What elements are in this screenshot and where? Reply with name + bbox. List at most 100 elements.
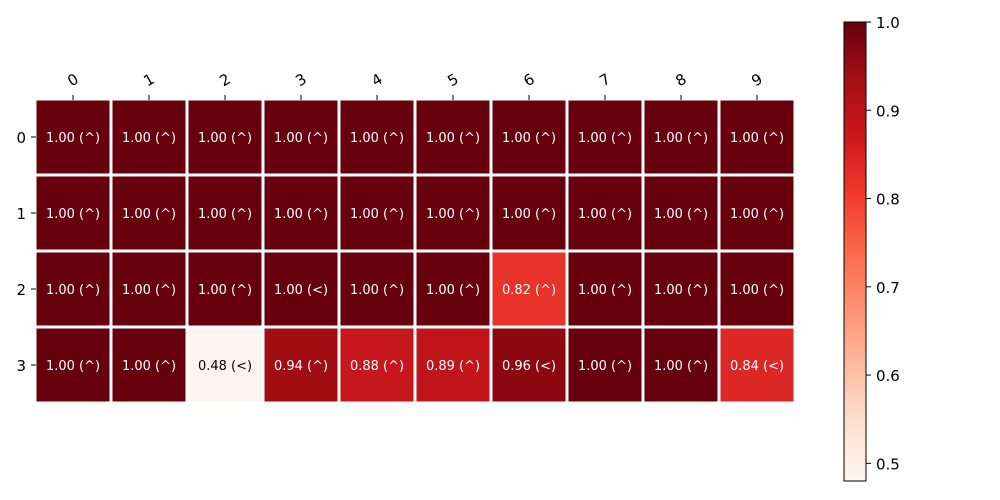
cell-label: 1.00 (^) [198,131,252,146]
heatmap-cell [644,100,718,174]
heatmap-cell [264,252,338,326]
x-tick-label: 5 [444,70,461,90]
cell-label: 1.00 (^) [502,131,556,146]
colorbar-tick-label: 1.0 [876,14,900,32]
cell-label: 0.96 (<) [502,359,556,374]
heatmap-cell [264,100,338,174]
cell-label: 1.00 (^) [426,207,480,222]
cell-label: 1.00 (^) [350,131,404,146]
heatmap-cell [112,100,186,174]
heatmap-cell [112,328,186,402]
cell-label: 0.82 (^) [502,283,556,298]
heatmap-cell [112,176,186,250]
cell-label: 1.00 (^) [198,283,252,298]
cell-label: 1.00 (^) [198,207,252,222]
heatmap-cell [416,252,490,326]
cell-label: 1.00 (^) [46,359,100,374]
heatmap-cell [416,328,490,402]
colorbar-tick-label: 0.8 [876,191,900,209]
y-axis: 0 1 2 3 [16,129,36,375]
colorbar: 0.5 0.6 0.7 0.8 0.9 1.0 [843,14,900,482]
heatmap-cell [36,328,110,402]
y-tick-label: 1 [16,205,26,223]
heatmap-cell [492,100,566,174]
heatmap-cell [340,100,414,174]
heatmap-cell [264,176,338,250]
cell-label: 1.00 (^) [426,283,480,298]
cell-label: 1.00 (^) [350,283,404,298]
y-tick-label: 2 [16,281,26,299]
colorbar-gradient [843,21,867,482]
x-tick-label: 3 [292,70,309,90]
cell-label: 1.00 (^) [350,207,404,222]
cell-label: 1.00 (^) [654,207,708,222]
colorbar-tick-label: 0.9 [876,102,900,120]
heatmap-cell [644,252,718,326]
cell-label: 1.00 (^) [46,131,100,146]
heatmap-cell [340,176,414,250]
cell-label: 1.00 (^) [654,283,708,298]
heatmap-cell [568,328,642,402]
cell-label: 1.00 (^) [654,131,708,146]
heatmap-cell [112,252,186,326]
x-tick-label: 7 [596,70,613,90]
x-axis: 0 1 2 3 4 5 6 7 8 9 [64,70,766,100]
heatmap-cell [340,328,414,402]
cell-label: 1.00 (^) [578,359,632,374]
x-tick-label: 4 [368,70,385,90]
heatmap-cell [188,100,262,174]
heatmap-cell [720,176,794,250]
cell-label: 1.00 (^) [578,207,632,222]
cell-label: 1.00 (^) [122,207,176,222]
heatmap-cell [416,176,490,250]
cell-label: 0.94 (^) [274,359,328,374]
heatmap-cell [644,328,718,402]
cell-label: 1.00 (^) [730,131,784,146]
cell-label: 1.00 (^) [274,131,328,146]
cell-label: 1.00 (^) [122,359,176,374]
cell-label: 1.00 (^) [122,283,176,298]
x-tick-label: 2 [216,70,233,90]
heatmap-cells: 1.00 (^) 1.00 (^) 1.00 (^) 1.00 (^) 1.00 (^)… [36,100,794,402]
x-tick-label: 0 [64,70,81,90]
cell-label: 1.00 (^) [502,207,556,222]
cell-label: 1.00 (^) [730,283,784,298]
cell-label: 0.48 (<) [198,359,252,374]
y-tick-label: 3 [16,357,26,375]
cell-label: 1.00 (^) [122,131,176,146]
heatmap-cell [720,100,794,174]
heatmap-cell [720,252,794,326]
heatmap-cell [188,252,262,326]
heatmap-cell [188,328,262,402]
cell-label: 1.00 (<) [274,283,328,298]
heatmap-cell [36,176,110,250]
cell-label: 0.88 (^) [350,359,404,374]
x-tick-label: 8 [672,70,689,90]
heatmap-cell [264,328,338,402]
heatmap-cell [36,252,110,326]
heatmap-cell [568,252,642,326]
heatmap-cell [492,252,566,326]
heatmap-cell [36,100,110,174]
cell-label: 1.00 (^) [46,283,100,298]
x-tick-label: 6 [520,70,537,90]
heatmap-cell [188,176,262,250]
cell-label: 1.00 (^) [578,131,632,146]
cell-label: 1.00 (^) [46,207,100,222]
heatmap-cell [492,328,566,402]
heatmap-cell [568,176,642,250]
heatmap-cell [416,100,490,174]
cell-label: 1.00 (^) [654,359,708,374]
heatmap-cell [644,176,718,250]
heatmap-cell [340,252,414,326]
cell-label: 0.89 (^) [426,359,480,374]
cell-label: 1.00 (^) [426,131,480,146]
colorbar-tick-label: 0.5 [876,455,900,473]
y-tick-label: 0 [16,129,26,147]
heatmap-cell [492,176,566,250]
cell-label: 1.00 (^) [730,207,784,222]
cell-label: 1.00 (^) [274,207,328,222]
cell-label: 1.00 (^) [578,283,632,298]
colorbar-tick-label: 0.6 [876,367,900,385]
